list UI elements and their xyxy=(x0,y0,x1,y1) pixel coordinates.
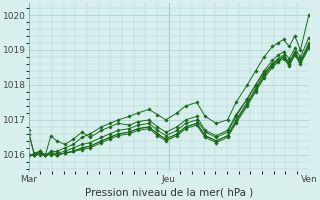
X-axis label: Pression niveau de la mer( hPa ): Pression niveau de la mer( hPa ) xyxy=(84,187,253,197)
